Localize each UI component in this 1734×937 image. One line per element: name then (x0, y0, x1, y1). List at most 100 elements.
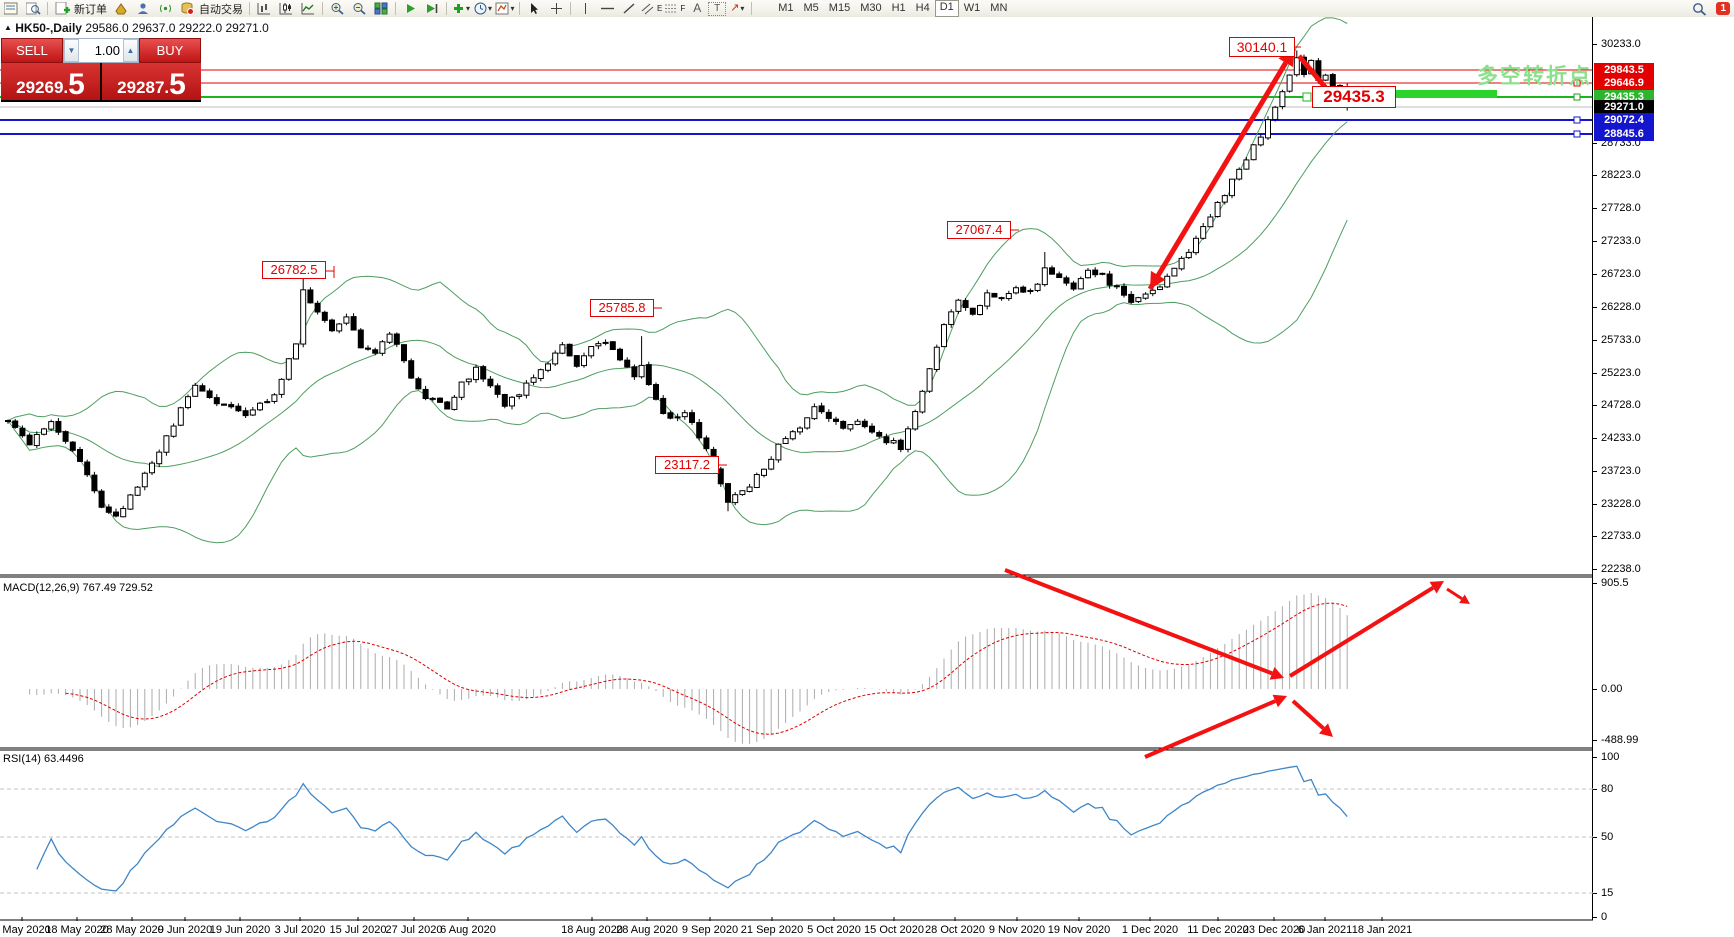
toolbar: 新订单 自动交易 ▾ ▾ ▾ (0, 0, 1734, 18)
zoom-out-icon[interactable] (348, 1, 370, 16)
swing-price-label[interactable]: 27067.4 (947, 221, 1011, 239)
templates-icon[interactable]: ▾ (494, 1, 516, 16)
timeframe-h4[interactable]: H4 (915, 2, 930, 14)
date-label: 27 Jul 2020 (385, 924, 443, 936)
axis-tickmark (1593, 536, 1597, 537)
timeframe-d1[interactable]: D1 (934, 0, 959, 17)
buy-button[interactable]: BUY (139, 38, 201, 63)
chevron-down-icon: ▾ (510, 4, 515, 13)
market-watch-icon[interactable] (0, 1, 22, 16)
ask-price-display: 29287. 5 (102, 63, 201, 100)
date-label: 21 Sep 2020 (740, 924, 804, 936)
date-label: 11 Dec 2020 (1187, 924, 1249, 936)
text-icon[interactable]: A (686, 1, 708, 16)
date-label: 9 Sep 2020 (681, 924, 739, 936)
axis-tickmark (1593, 405, 1597, 406)
arrows-tool-icon[interactable]: ↗ ▾ (730, 2, 745, 14)
profile-icon[interactable] (132, 1, 154, 16)
timeframe-m15[interactable]: M15 (828, 2, 851, 14)
swing-price-label[interactable]: 25785.8 (590, 299, 654, 317)
ask-dot: . (164, 78, 170, 97)
ask-main: 29287 (117, 78, 165, 97)
timeframe-m5[interactable]: M5 (803, 2, 819, 14)
date-label: 18 May 2020 (45, 924, 109, 936)
auto-scroll-icon[interactable] (399, 1, 421, 16)
axis-tickmark (1593, 569, 1597, 570)
timeframe-m1[interactable]: M1 (778, 2, 794, 14)
timeframe-h1[interactable]: H1 (891, 2, 906, 14)
indicators-icon[interactable]: ▾ (450, 1, 472, 16)
candlestick-chart-icon[interactable] (275, 1, 297, 16)
price-badge: 29843.5 (1594, 63, 1654, 77)
ohlc-values: 29586.0 29637.0 29222.0 29271.0 (85, 21, 269, 35)
vertical-line-icon[interactable] (574, 1, 596, 16)
line-chart-icon[interactable] (297, 1, 319, 16)
periods-icon[interactable]: ▾ (472, 1, 494, 16)
axis-tick-label: 100 (1601, 751, 1620, 763)
fibonacci-icon[interactable]: F (663, 1, 686, 16)
bid-main: 29269 (16, 78, 64, 97)
timeframe-mn[interactable]: MN (990, 2, 1008, 14)
crosshair-icon[interactable] (545, 1, 567, 16)
axis-tickmark (1593, 917, 1597, 918)
timeframe-w1[interactable]: W1 (963, 2, 981, 14)
swing-price-label[interactable]: 23117.2 (655, 456, 719, 474)
timeframe-m30[interactable]: M30 (860, 2, 882, 14)
data-window-icon[interactable] (22, 1, 44, 16)
axis-tick-label: 15 (1601, 887, 1614, 899)
axis-tickmark (1593, 373, 1597, 374)
volume-up-button[interactable]: ▲ (123, 39, 138, 62)
search-icon[interactable] (1688, 1, 1710, 16)
toolbar-separator (446, 2, 447, 15)
ask-frac: 5 (169, 68, 186, 101)
axis-tick-label: 28223.0 (1601, 169, 1641, 181)
cursor-icon[interactable] (523, 1, 545, 16)
chart-color-icon[interactable] (110, 1, 132, 16)
collapse-triangle-icon[interactable]: ▲ (4, 23, 12, 32)
chart-canvas[interactable] (0, 17, 1593, 922)
axis-tickmark (1593, 307, 1597, 308)
chevron-down-icon: ▾ (465, 4, 470, 13)
swing-price-label[interactable]: 30140.1 (1229, 37, 1295, 57)
macd-label: MACD(12,26,9) 767.49 729.52 (3, 582, 153, 594)
price-axis[interactable]: 30233.0 28733.0 28223.0 27728.0 27233.0 26723… (1593, 17, 1734, 923)
date-label: 5 May 2020 (0, 924, 51, 936)
new-order-icon[interactable] (51, 1, 73, 16)
new-order-label[interactable]: 新订单 (74, 3, 107, 16)
volume-stepper: ▼ 1.00 ▲ (63, 38, 139, 63)
turning-point-annotation[interactable]: 多空转折点 (1477, 65, 1592, 88)
axis-tick-label: 26228.0 (1601, 301, 1641, 313)
rsi-label: RSI(14) 63.4496 (3, 753, 84, 765)
date-label: 3 Jul 2020 (274, 924, 326, 936)
date-label: 18 Jan 2021 (1351, 924, 1413, 936)
autotrading-label[interactable]: 自动交易 (199, 3, 243, 16)
horizontal-line-icon[interactable] (596, 1, 618, 16)
trendline-icon[interactable] (618, 1, 640, 16)
text-letter: A (693, 1, 702, 15)
axis-tick-label: 26723.0 (1601, 268, 1641, 280)
tile-windows-icon[interactable] (370, 1, 392, 16)
axis-tick-label: 27728.0 (1601, 202, 1641, 214)
axis-tickmark (1593, 740, 1597, 741)
volume-down-button[interactable]: ▼ (64, 39, 79, 62)
axis-tick-label: 905.5 (1601, 577, 1629, 589)
bid-price-display: 29269. 5 (1, 63, 100, 100)
sell-button[interactable]: SELL (1, 38, 63, 63)
swing-price-label[interactable]: 26782.5 (262, 261, 326, 279)
bar-chart-icon[interactable] (253, 1, 275, 16)
text-label-icon[interactable]: T (708, 1, 727, 16)
zoom-in-icon[interactable] (326, 1, 348, 16)
date-label: 15 Jul 2020 (329, 924, 387, 936)
chevron-down-icon: ▾ (487, 4, 492, 13)
toolbar-separator (519, 2, 520, 15)
axis-tickmark (1593, 837, 1597, 838)
autotrading-icon[interactable] (176, 1, 198, 16)
notifications-icon[interactable]: 1 (1716, 2, 1730, 15)
bid-dot: . (63, 78, 69, 97)
chart-shift-icon[interactable] (421, 1, 443, 16)
swing-price-label[interactable]: 29435.3 (1312, 86, 1396, 108)
sound-icon[interactable] (154, 1, 176, 16)
equidistant-channel-icon[interactable]: E (640, 1, 663, 16)
volume-value[interactable]: 1.00 (94, 43, 120, 58)
